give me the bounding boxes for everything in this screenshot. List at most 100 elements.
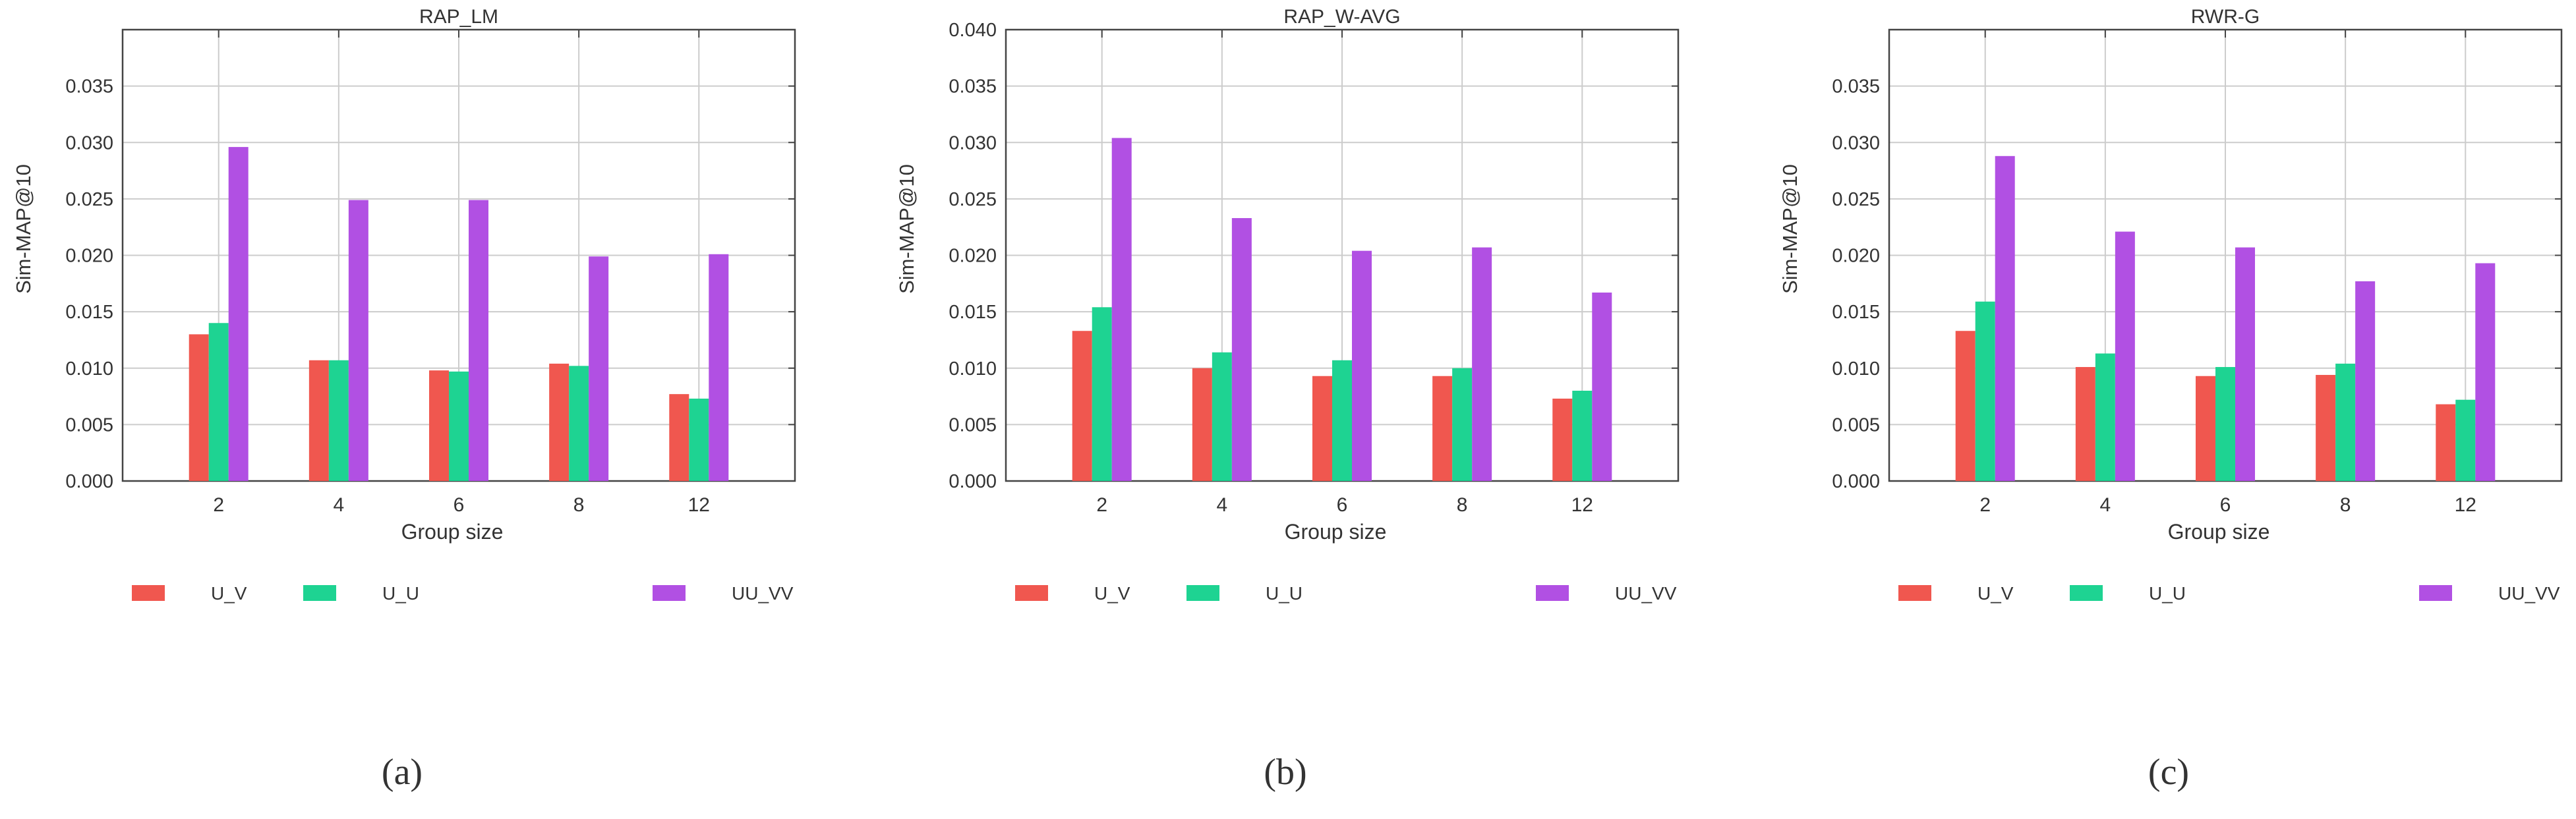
y-tick-label: 0.020 — [1832, 246, 1880, 267]
bar-u-v — [2075, 367, 2095, 481]
legend-label: U_V — [1094, 583, 1130, 604]
x-tick-label: 8 — [2340, 494, 2351, 516]
legend-label: U_U — [382, 583, 419, 604]
bar-u-v — [1072, 331, 1092, 481]
bar-u-u — [1572, 391, 1593, 481]
bar-u-u — [569, 366, 589, 481]
bar-u-v — [2316, 375, 2336, 481]
legend-swatch-u-u — [2070, 585, 2103, 601]
bar-uu-vv — [1231, 217, 1252, 481]
x-tick-label: 12 — [688, 494, 710, 516]
x-tick-label: 2 — [1979, 494, 1991, 516]
bar-u-u — [1212, 352, 1232, 481]
y-tick-label: 0.010 — [1832, 358, 1880, 380]
legend: U_V U_U UU_VV — [1898, 583, 2560, 604]
bar-uu-vv — [2235, 247, 2255, 481]
x-tick-label: 12 — [2455, 494, 2476, 516]
legend-swatch-uu-vv — [653, 585, 686, 601]
bar-uu-vv — [228, 147, 249, 481]
y-axis-label: Sim-MAP@10 — [895, 164, 918, 294]
y-tick-label: 0.030 — [1832, 132, 1880, 154]
y-tick-label: 0.035 — [1832, 76, 1880, 98]
y-tick-label: 0.020 — [65, 246, 113, 267]
y-tick-label: 0.000 — [65, 471, 113, 492]
bar-u-u — [2455, 399, 2476, 481]
bar-u-u — [2335, 363, 2356, 481]
bar-u-u — [1092, 307, 1112, 481]
bar-u-v — [669, 394, 689, 481]
bar-u-u — [449, 371, 469, 481]
legend-label: U_U — [2149, 583, 2186, 604]
bar-uu-vv — [1592, 293, 1612, 481]
bar-u-u — [1975, 301, 1995, 481]
bar-uu-vv — [469, 200, 488, 481]
x-tick-label: 12 — [1571, 494, 1593, 516]
bar-uu-vv — [1352, 250, 1372, 481]
bar-uu-vv — [1111, 138, 1132, 481]
x-tick-label: 6 — [1337, 494, 1348, 516]
bar-u-v — [1192, 368, 1212, 481]
chart-title: RWR-G — [2191, 6, 2260, 28]
y-tick-label: 0.010 — [65, 358, 113, 380]
legend-label: U_V — [1977, 583, 2014, 604]
panel-caption: (b) — [1264, 752, 1306, 793]
legend-label: U_V — [211, 583, 247, 604]
x-tick-label: 6 — [454, 494, 465, 516]
x-tick-label: 4 — [1217, 494, 1228, 516]
chart-panel-a: RAP_LM Sim-MAP@10 Group size (a) 0.000 0.… — [12, 6, 796, 793]
chart-panel-b: RAP_W-AVG Sim-MAP@10 Group size (b) 0.00… — [895, 6, 1680, 793]
bar-u-v — [429, 370, 449, 481]
legend-swatch-u-u — [303, 585, 336, 601]
y-tick-label: 0.025 — [65, 189, 113, 210]
bar-u-v — [1552, 398, 1573, 481]
chart-title: RAP_W-AVG — [1283, 6, 1400, 28]
bar-u-u — [689, 398, 709, 481]
chart-title: RAP_LM — [419, 6, 498, 28]
bar-u-v — [308, 360, 329, 481]
bar-u-u — [208, 323, 229, 481]
bar-u-v — [2436, 404, 2456, 481]
y-axis-label: Sim-MAP@10 — [1778, 164, 1801, 294]
legend-label: UU_VV — [2498, 583, 2560, 604]
y-tick-label: 0.000 — [949, 471, 997, 492]
bar-u-u — [1452, 368, 1473, 481]
bar-uu-vv — [2355, 281, 2376, 481]
panel-caption: (a) — [382, 752, 423, 793]
bar-u-u — [1332, 360, 1352, 481]
legend-swatch-u-u — [1186, 585, 1219, 601]
legend-swatch-u-v — [1898, 585, 1931, 601]
bar-uu-vv — [589, 256, 609, 481]
legend-label: UU_VV — [1615, 583, 1677, 604]
y-tick-label: 0.025 — [949, 189, 997, 210]
y-tick-label: 0.005 — [65, 414, 113, 436]
bar-u-u — [2095, 353, 2115, 481]
x-axis-label: Group size — [1285, 520, 1387, 544]
x-tick-label: 8 — [1457, 494, 1468, 516]
x-tick-label: 4 — [2100, 494, 2111, 516]
y-tick-label: 0.000 — [1832, 471, 1880, 492]
legend-swatch-u-v — [1015, 585, 1048, 601]
y-tick-label: 0.005 — [1832, 414, 1880, 436]
bar-uu-vv — [709, 254, 729, 481]
y-tick-label: 0.040 — [949, 20, 997, 41]
y-tick-label: 0.035 — [949, 76, 997, 98]
y-tick-label: 0.015 — [65, 302, 113, 323]
bar-u-v — [549, 363, 570, 481]
bar-u-u — [328, 360, 349, 481]
x-axis-label: Group size — [2168, 520, 2270, 544]
bar-u-v — [1312, 376, 1332, 481]
y-tick-label: 0.030 — [949, 132, 997, 154]
x-tick-label: 4 — [334, 494, 345, 516]
legend-swatch-u-v — [132, 585, 165, 601]
y-tick-label: 0.005 — [949, 414, 997, 436]
y-tick-label: 0.020 — [949, 246, 997, 267]
bar-u-v — [2196, 376, 2215, 481]
y-tick-label: 0.015 — [1832, 302, 1880, 323]
bar-u-v — [1432, 376, 1453, 481]
x-tick-label: 2 — [1096, 494, 1107, 516]
bar-uu-vv — [1995, 155, 2015, 482]
y-tick-label: 0.030 — [65, 132, 113, 154]
legend-label: U_U — [1266, 583, 1303, 604]
y-tick-label: 0.015 — [949, 302, 997, 323]
